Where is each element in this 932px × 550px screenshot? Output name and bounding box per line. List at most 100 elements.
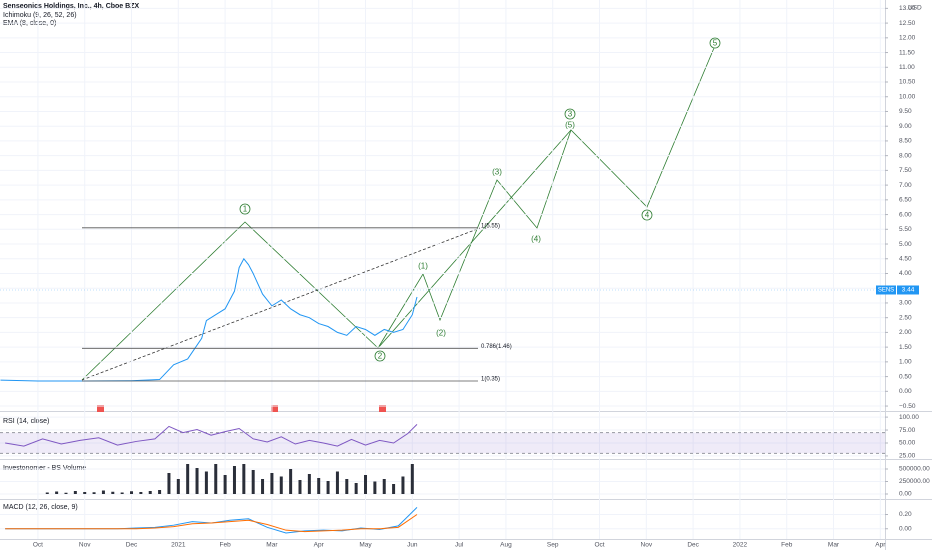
y-tick-label: 6.00 xyxy=(899,211,912,218)
y-tick-label: 10.00 xyxy=(899,93,916,100)
event-markers xyxy=(97,405,386,412)
wave-label: 1 xyxy=(243,205,248,214)
y-tick-label: 7.00 xyxy=(899,182,912,189)
event-marker xyxy=(379,405,386,412)
y-tick-label: −0.50 xyxy=(899,403,916,410)
last-price: 3.44 xyxy=(902,287,915,294)
y-tick-label: 100.00 xyxy=(899,414,919,421)
y-tick-label: 11.00 xyxy=(899,64,915,71)
wave-label: (1) xyxy=(418,262,428,271)
bar xyxy=(73,491,77,494)
bar xyxy=(148,491,152,494)
bar xyxy=(392,484,396,494)
bar xyxy=(92,492,96,494)
chart-title: Senseonics Holdings, Inc., 4h, Cboe BZX xyxy=(3,3,139,10)
x-tick-label: Jul xyxy=(455,542,464,549)
y-tick-label: 12.00 xyxy=(899,35,916,42)
wave-circle xyxy=(564,108,576,120)
y-tick-label: 13.00 xyxy=(899,5,916,12)
x-tick-label: Oct xyxy=(33,542,43,549)
wave-circle xyxy=(709,37,721,49)
bar xyxy=(270,473,274,494)
fib-label: 1(5.55) xyxy=(481,223,500,229)
bar xyxy=(261,479,265,494)
y-tick-label: 0.20 xyxy=(899,511,912,518)
bar xyxy=(167,473,171,494)
x-tick-label: Mar xyxy=(266,542,278,549)
y-tick-label: 0.00 xyxy=(899,388,912,395)
y-tick-label: 12.50 xyxy=(899,20,916,27)
fib-label: 1(0.35) xyxy=(481,377,500,383)
x-tick-label: Sep xyxy=(547,542,559,549)
y-tick-label: 250000.00 xyxy=(899,478,930,485)
bar xyxy=(335,471,339,494)
pane-title: Investonomer - BS Volume xyxy=(3,465,86,472)
x-tick-label: Nov xyxy=(641,542,653,549)
x-tick-label: Jun xyxy=(407,542,418,549)
rsi-band xyxy=(0,432,885,454)
y-tick-label: 1.50 xyxy=(899,344,912,351)
wave-label: 2 xyxy=(378,352,383,361)
y-tick-label: 4.50 xyxy=(899,255,912,262)
y-tick-label: 5.50 xyxy=(899,226,912,233)
y-tick-label: 3.00 xyxy=(899,300,912,307)
bar xyxy=(176,479,180,494)
bar xyxy=(195,468,199,494)
y-tick-label: 7.50 xyxy=(899,167,912,174)
trend-line xyxy=(81,227,481,381)
bar xyxy=(223,475,227,494)
bar xyxy=(45,492,49,494)
y-tick-label: 50.00 xyxy=(899,440,916,447)
bar xyxy=(64,492,68,494)
bar xyxy=(158,490,162,494)
bar xyxy=(204,471,208,494)
x-tick-label: Feb xyxy=(220,542,232,549)
bar xyxy=(317,478,321,494)
event-marker xyxy=(97,405,104,412)
x-tick-label: Dec xyxy=(687,542,699,549)
bar xyxy=(130,491,134,494)
wave-label: 3 xyxy=(568,110,573,119)
fib-label: 0.786(1.46) xyxy=(481,344,512,350)
series-line xyxy=(5,514,418,533)
x-tick-label: 2021 xyxy=(171,542,186,549)
symbol: SENS xyxy=(878,288,894,294)
price-tag xyxy=(897,285,919,295)
wave-line xyxy=(81,221,379,381)
bar xyxy=(55,491,59,494)
bar xyxy=(382,479,386,494)
wave-label: 5 xyxy=(713,39,718,48)
y-tick-label: 8.50 xyxy=(899,138,912,145)
event-marker xyxy=(271,405,278,412)
currency: USD xyxy=(908,5,922,12)
wave-label: (3) xyxy=(492,168,502,177)
bar xyxy=(345,479,349,494)
y-tick-label: 0.50 xyxy=(899,373,912,380)
bar xyxy=(186,464,190,494)
wave-label: 4 xyxy=(645,211,650,220)
y-tick-label: 75.00 xyxy=(899,427,916,434)
bar xyxy=(298,480,302,494)
wave-circle xyxy=(239,203,251,215)
bar xyxy=(139,492,143,494)
x-tick-label: Apr xyxy=(314,542,325,549)
y-tick-label: 5.00 xyxy=(899,241,912,248)
bar xyxy=(251,470,255,494)
x-tick-label: Mar xyxy=(828,542,840,549)
bar xyxy=(326,481,330,494)
symbol-tag xyxy=(876,285,896,295)
y-tick-label: 500000.00 xyxy=(899,466,930,473)
bar xyxy=(232,466,236,494)
bar xyxy=(410,464,414,494)
wave-circle xyxy=(641,209,653,221)
bar xyxy=(289,469,293,494)
bar xyxy=(354,483,358,494)
y-tick-label: 4.00 xyxy=(899,270,912,277)
indicator: Ichimoku (9, 26, 52, 26) xyxy=(3,12,77,19)
y-tick-label: 9.50 xyxy=(899,108,912,115)
y-tick-label: 9.00 xyxy=(899,123,912,130)
wave-label: (2) xyxy=(436,329,446,338)
